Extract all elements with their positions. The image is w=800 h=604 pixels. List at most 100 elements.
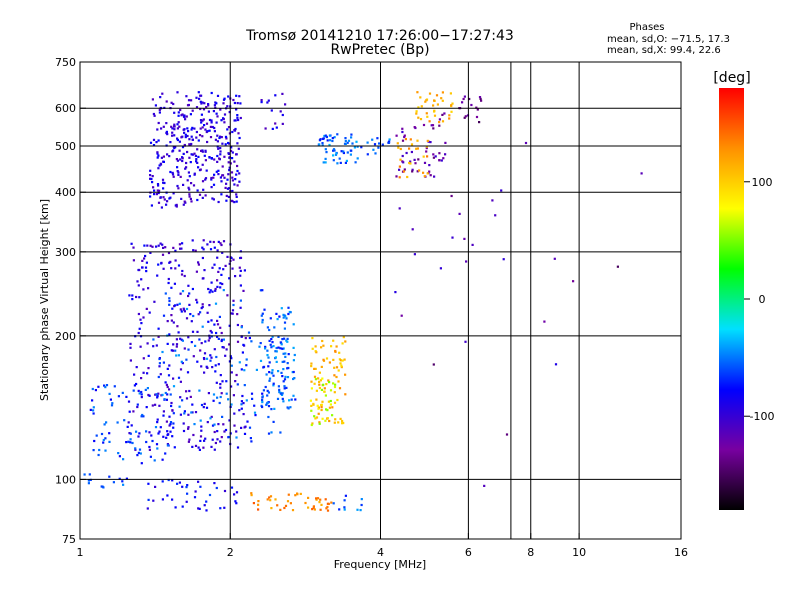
data-point (202, 446, 205, 449)
data-point (177, 111, 180, 114)
data-point (213, 323, 216, 326)
data-point (225, 194, 228, 197)
data-point (132, 410, 135, 413)
data-point (285, 339, 288, 342)
data-point (194, 490, 197, 493)
y-axis-ticks: 75 100 200 300 400 500 600 750 (55, 56, 86, 546)
data-point (188, 193, 191, 196)
data-point (208, 493, 212, 497)
data-point (104, 386, 107, 389)
data-point (230, 486, 234, 489)
data-point (270, 372, 273, 375)
data-point (471, 243, 474, 246)
data-point (164, 246, 167, 249)
data-point (181, 290, 185, 293)
data-point (440, 159, 443, 162)
data-point (332, 154, 335, 157)
data-point (228, 156, 231, 159)
data-point (238, 409, 241, 412)
data-point (227, 173, 230, 176)
data-point (281, 338, 284, 341)
data-point (161, 178, 165, 181)
data-point (162, 246, 165, 249)
data-point (176, 184, 179, 188)
data-point (196, 360, 199, 363)
data-point (169, 141, 172, 144)
data-point (281, 122, 284, 125)
data-point (280, 343, 283, 346)
data-point (335, 345, 338, 348)
data-point (198, 389, 201, 392)
data-point (279, 347, 282, 350)
data-point (173, 123, 176, 126)
data-point (175, 158, 178, 161)
data-point (166, 153, 169, 156)
data-point (377, 146, 380, 149)
data-point (321, 137, 325, 140)
data-point (210, 415, 213, 418)
data-point (318, 143, 321, 146)
data-point (174, 259, 177, 262)
data-point (465, 260, 468, 263)
data-point (280, 307, 283, 310)
data-point (178, 125, 181, 128)
data-point (398, 176, 401, 179)
data-point (157, 392, 160, 395)
data-point (189, 113, 192, 116)
data-point (220, 180, 223, 183)
data-point (213, 104, 216, 107)
data-point (310, 404, 313, 407)
data-point (213, 482, 216, 485)
data-point (204, 159, 207, 162)
data-point (281, 375, 284, 378)
data-point (280, 393, 284, 396)
data-point (240, 426, 243, 429)
data-point (199, 100, 202, 103)
data-point (432, 104, 435, 107)
x-tick-label: 4 (377, 546, 384, 559)
data-point (151, 175, 154, 178)
data-point (221, 142, 224, 145)
data-point (198, 338, 201, 341)
data-point (178, 302, 181, 305)
data-point (318, 371, 321, 374)
data-point (103, 423, 106, 426)
data-point (268, 339, 271, 342)
data-point (286, 376, 290, 379)
data-point (168, 415, 171, 418)
data-point (328, 406, 331, 409)
data-point (168, 388, 171, 391)
data-point (329, 403, 332, 406)
data-point (272, 345, 275, 348)
data-point (441, 120, 445, 123)
data-point (209, 329, 212, 333)
data-point (171, 173, 175, 176)
data-point (133, 384, 136, 387)
data-point (228, 277, 231, 280)
data-point (417, 116, 420, 119)
data-point (179, 292, 182, 295)
data-point (176, 138, 179, 142)
data-point (426, 172, 429, 175)
data-point (187, 413, 190, 416)
data-point (166, 342, 169, 345)
data-point (130, 424, 133, 427)
data-point (282, 380, 285, 383)
data-point (417, 158, 420, 161)
data-point (267, 365, 270, 368)
data-point (212, 399, 215, 402)
data-point (281, 360, 284, 363)
data-point (315, 497, 318, 500)
data-point (151, 98, 154, 101)
data-point (282, 347, 285, 350)
data-point (176, 159, 179, 162)
data-point (177, 121, 180, 124)
data-point (153, 300, 156, 303)
data-point (257, 508, 260, 511)
data-point (162, 125, 165, 128)
data-point (138, 327, 141, 330)
data-point (187, 294, 190, 298)
data-point (483, 484, 486, 487)
data-point (219, 150, 222, 153)
data-point (125, 395, 128, 398)
